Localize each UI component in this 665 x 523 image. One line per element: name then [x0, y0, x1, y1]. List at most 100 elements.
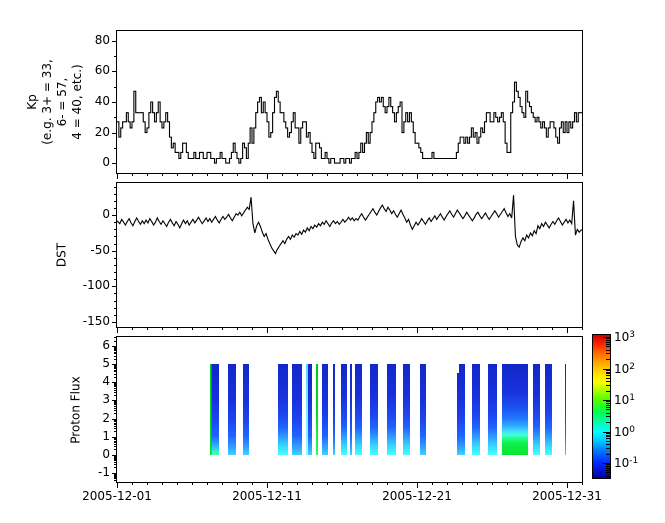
x-minor-tick: [492, 482, 493, 485]
x-major-tick: [267, 482, 268, 488]
flux-y-minor-tick: [114, 446, 117, 448]
x-minor-tick: [342, 327, 343, 330]
flux-y-minor-tick: [114, 358, 117, 360]
x-major-tick: [117, 482, 118, 488]
x-minor-tick: [312, 173, 313, 176]
colorbar-minor-tick: [606, 416, 610, 418]
x-minor-tick: [177, 173, 178, 176]
x-minor-tick: [357, 482, 358, 485]
x-minor-tick: [282, 327, 283, 330]
colorbar-minor-tick: [606, 340, 610, 342]
flux-y-major-tick: [112, 364, 117, 366]
x-minor-tick: [177, 482, 178, 485]
x-minor-tick: [222, 327, 223, 330]
x-minor-tick: [582, 482, 583, 485]
colorbar-minor-tick: [606, 406, 610, 408]
flux-y-minor-tick: [114, 456, 117, 458]
flux-y-minor-tick: [114, 353, 117, 355]
flux-y-minor-tick: [114, 405, 117, 407]
x-major-tick: [117, 327, 118, 333]
proton-flux-panel: [116, 336, 583, 483]
x-minor-tick: [432, 482, 433, 485]
x-minor-tick: [537, 482, 538, 485]
x-minor-tick: [387, 482, 388, 485]
x-minor-tick: [222, 482, 223, 485]
flux-column-15: [402, 364, 411, 455]
colorbar-label-exponent: 2: [629, 361, 636, 372]
kp-y-tick-label: 60: [94, 63, 110, 78]
flux-y-minor-tick: [114, 467, 117, 469]
x-minor-tick: [432, 173, 433, 176]
x-minor-tick: [162, 482, 163, 485]
flux-y-minor-tick: [114, 369, 117, 371]
flux-column-16: [420, 364, 426, 455]
colorbar-minor-tick: [606, 338, 610, 340]
dst-y-minor-tick: [114, 193, 117, 195]
flux-y-minor-tick: [114, 407, 117, 409]
dst-y-minor-tick: [114, 257, 117, 259]
flux-y-minor-tick: [114, 409, 117, 411]
flux-column-6: [307, 364, 312, 455]
x-major-tick: [267, 327, 268, 333]
x-minor-tick: [162, 327, 163, 330]
colorbar-minor-tick: [606, 349, 610, 351]
flux-column-12: [354, 364, 363, 455]
colorbar-minor-tick: [606, 434, 610, 436]
x-minor-tick: [282, 482, 283, 485]
x-minor-tick: [237, 173, 238, 176]
dst-y-minor-tick: [114, 307, 117, 309]
dst-y-major-tick: [112, 286, 117, 288]
dst-series-path: [117, 195, 582, 255]
x-minor-tick: [552, 173, 553, 176]
flux-y-minor-tick: [114, 391, 117, 393]
colorbar-label-exponent: 0: [629, 424, 636, 435]
flux-y-minor-tick: [114, 347, 117, 349]
flux-y-minor-tick: [114, 431, 117, 433]
x-minor-tick: [387, 327, 388, 330]
flux-y-minor-tick: [114, 460, 117, 462]
flux-y-minor-tick: [114, 420, 117, 422]
kp-y-tick-label: 80: [94, 32, 110, 47]
colorbar-label-base: 10: [614, 393, 630, 407]
flux-y-minor-tick: [114, 365, 117, 367]
x-tick-label: 2005-12-11: [232, 489, 302, 503]
colorbar-minor-tick: [606, 371, 610, 373]
flux-y-minor-tick: [114, 449, 117, 451]
flux-y-minor-tick: [114, 462, 117, 464]
kp-y-tick-label: 20: [94, 124, 110, 139]
x-minor-tick: [327, 482, 328, 485]
colorbar-label-exponent: -1: [629, 456, 639, 466]
x-minor-tick: [252, 327, 253, 330]
kp-y-tick-label: 0: [102, 155, 110, 170]
flux-y-tick-label: 5: [102, 356, 110, 371]
colorbar-major-tick: [603, 368, 610, 370]
flux-y-minor-tick: [114, 428, 117, 430]
x-minor-tick: [252, 173, 253, 176]
flux-y-minor-tick: [114, 340, 117, 342]
colorbar-minor-tick: [606, 475, 610, 477]
dst-y-minor-tick: [114, 236, 117, 238]
colorbar-major-tick: [603, 431, 610, 433]
flux-y-minor-tick: [114, 439, 117, 441]
flux-column-24: [564, 364, 566, 455]
dst-y-major-tick: [112, 215, 117, 217]
flux-column-18: [459, 364, 465, 455]
flux-y-major-tick: [112, 382, 117, 384]
flux-y-tick-label: -1: [98, 464, 110, 479]
dst-y-minor-tick: [114, 300, 117, 302]
x-minor-tick: [147, 482, 148, 485]
dst-y-minor-tick: [114, 279, 117, 281]
x-minor-tick: [252, 482, 253, 485]
flux-y-minor-tick: [114, 337, 117, 339]
kp-y-minor-tick: [114, 56, 117, 58]
flux-y-major-tick: [112, 472, 117, 474]
colorbar-label-base: 10: [614, 424, 630, 439]
colorbar-major-tick: [603, 400, 610, 401]
colorbar-minor-tick: [606, 377, 610, 379]
flux-y-minor-tick: [114, 458, 117, 460]
flux-y-minor-tick: [114, 387, 117, 389]
colorbar-minor-tick: [606, 384, 610, 386]
flux-column-21: [501, 364, 529, 455]
colorbar-minor-tick: [606, 440, 610, 442]
x-major-tick: [417, 482, 418, 488]
